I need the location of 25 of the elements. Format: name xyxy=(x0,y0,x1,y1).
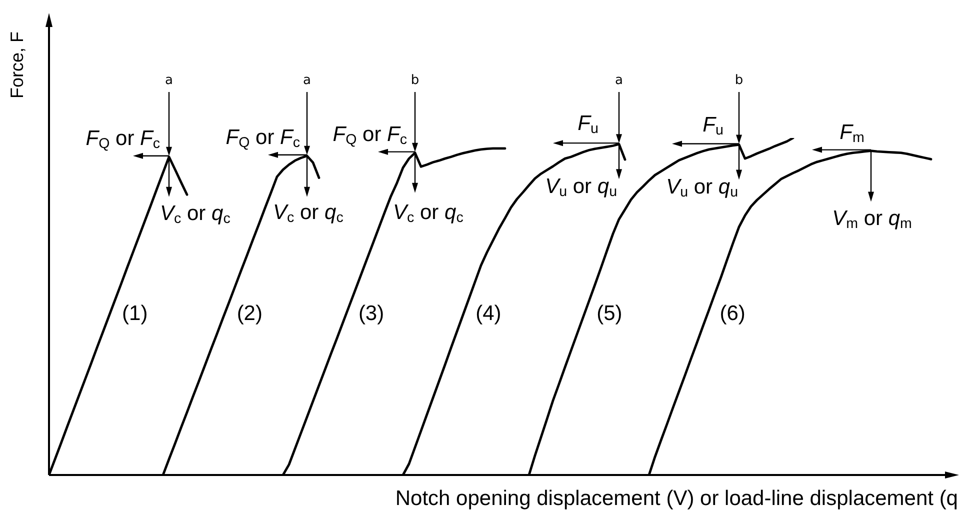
annotation: V$_{u}$ or q$_{u}$ xyxy=(666,175,738,201)
annotation: V$_{c}$ or q$_{c}$ xyxy=(160,201,230,227)
text: a xyxy=(303,72,311,88)
series-label: (5) xyxy=(596,302,622,325)
text: a xyxy=(165,72,173,88)
annotation: F$_{Q}$ or F$_{c}$ xyxy=(86,126,160,152)
annotation: F$_{u}$ xyxy=(702,113,724,139)
annotation: V$_{u}$ or q$_{u}$ xyxy=(545,174,617,200)
annotation: V$_{m}$ or q$_{m}$ xyxy=(832,206,912,232)
annotation: F$_{Q}$ or F$_{c}$ xyxy=(332,122,407,148)
y-axis-title: Force, F xyxy=(7,31,27,99)
x-axis-title: Notch opening displacement (V) or load-line displacement (q xyxy=(395,486,958,510)
series-label: (2) xyxy=(236,302,262,325)
annotation: F$_{m}$ xyxy=(840,120,864,146)
text: a xyxy=(615,72,623,88)
annotation: V$_{c}$ or q$_{c}$ xyxy=(273,200,344,226)
text: F$_{u}$ xyxy=(578,112,598,137)
text: b xyxy=(734,72,744,88)
series-label: (4) xyxy=(476,302,502,325)
series-label: (1) xyxy=(122,302,148,325)
annotation: V$_{c}$ or q$_{c}$ xyxy=(393,200,464,226)
series-label: (3) xyxy=(358,302,384,325)
series-label: (6) xyxy=(720,302,746,325)
text: b xyxy=(410,72,420,88)
annotation: F$_{Q}$ or F$_{c}$ xyxy=(226,125,300,151)
